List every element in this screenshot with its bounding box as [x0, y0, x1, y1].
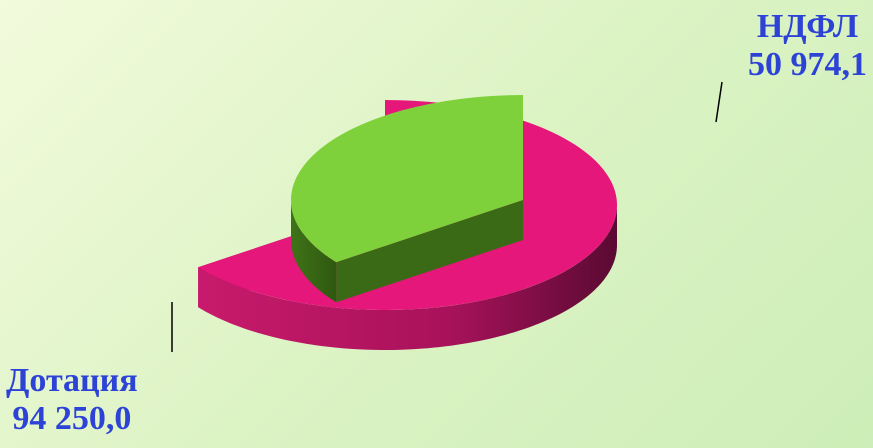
pie-slice-side: [291, 200, 337, 303]
leader-line-ndfl: [715, 81, 723, 123]
data-label-ndfl: НДФЛ 50 974,1: [748, 8, 867, 84]
data-label-dotaciya: Дотация 94 250,0: [6, 362, 138, 438]
pie-slice-ndfl: [291, 95, 523, 303]
data-label-dotaciya-name: Дотация: [6, 362, 138, 399]
pie-slice-cut-face: [336, 200, 523, 303]
data-label-dotaciya-value: 94 250,0: [12, 400, 132, 437]
data-label-ndfl-name: НДФЛ: [756, 8, 859, 45]
pie-slice-side: [198, 205, 617, 350]
data-label-ndfl-value: 50 974,1: [748, 46, 867, 83]
pie-slice-top: [291, 95, 523, 263]
